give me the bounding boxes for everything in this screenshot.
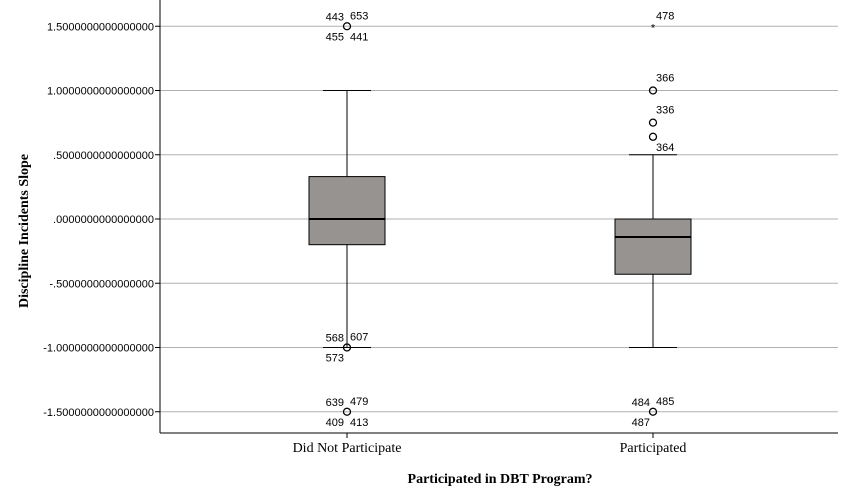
- axes: [155, 0, 838, 438]
- outlier-circle: [648, 132, 658, 141]
- y-axis-title: Discipline Incidents Slope: [17, 154, 32, 308]
- outlier-circle: [648, 407, 658, 416]
- outlier-circle: [648, 118, 658, 127]
- outlier-case-label: 487: [632, 417, 650, 429]
- outlier-case-label: 568: [326, 333, 344, 345]
- iqr-box: [614, 218, 692, 275]
- outlier-case-label: 455: [326, 31, 344, 43]
- outlier-case-label: 336: [656, 105, 674, 117]
- x-category-label: Participated: [620, 441, 687, 456]
- outlier-case-label: 484: [632, 397, 650, 409]
- outlier-case-label: 653: [350, 10, 368, 22]
- outlier-case-label: 639: [326, 397, 344, 409]
- outlier-circle: [342, 343, 352, 352]
- box-2: [614, 154, 692, 348]
- iqr-box: [308, 176, 386, 246]
- y-tick-label: -1.5000000000000000: [43, 407, 154, 419]
- x-category-labels: Did Not Participate Participated: [293, 441, 687, 456]
- outlier-circle: [648, 86, 658, 95]
- outlier-case-label: 607: [350, 332, 368, 344]
- y-tick-label: 1.5000000000000000: [47, 21, 154, 33]
- y-tick-label: -.5000000000000000: [49, 278, 154, 290]
- outlier-case-label: 413: [350, 417, 368, 429]
- gridlines: [160, 25, 838, 413]
- y-tick-label: -1.0000000000000000: [43, 343, 154, 355]
- outlier-case-label: 479: [350, 396, 368, 408]
- x-category-label: Did Not Participate: [293, 441, 402, 456]
- outlier-case-label: 485: [656, 396, 674, 408]
- extreme-outlier-star: *: [651, 22, 656, 34]
- y-tick-label: 1.0000000000000000: [47, 86, 154, 98]
- outlier-circle: [342, 22, 352, 31]
- y-tick-label: .0000000000000000: [53, 214, 154, 226]
- outlier-case-label: 409: [326, 417, 344, 429]
- boxes: [308, 90, 692, 348]
- y-tick-label: .5000000000000000: [53, 150, 154, 162]
- outlier-case-label: 441: [350, 31, 368, 43]
- outlier-case-label: 443: [326, 11, 344, 23]
- x-axis-title: Participated in DBT Program?: [408, 472, 593, 487]
- outlier-case-label: 366: [656, 73, 674, 85]
- y-tick-labels: 1.5000000000000000 1.0000000000000000 .500…: [43, 21, 154, 419]
- outlier-case-label: 364: [656, 142, 674, 154]
- outlier-case-label: 478: [656, 10, 674, 22]
- outliers: 443 653 455 441 568 607 573 639 479 409 413 *478 366…: [326, 10, 675, 429]
- outlier-circle: [342, 407, 352, 416]
- outlier-case-label: 573: [326, 353, 344, 365]
- box-1: [308, 90, 386, 348]
